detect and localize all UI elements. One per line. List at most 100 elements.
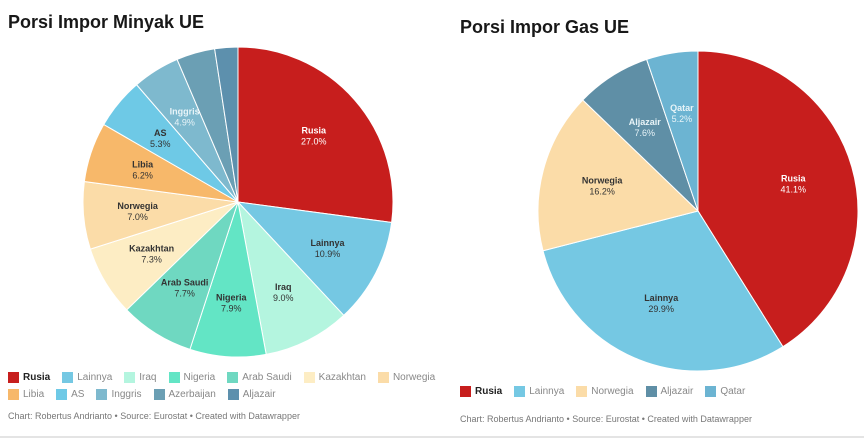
oil-legend-item-aljazair[interactable]: Aljazair (227, 388, 276, 401)
oil-slice-label-lainnya: Lainnya (310, 238, 345, 248)
gas-slice-label-lainnya: Lainnya (644, 293, 679, 303)
oil-legend-swatch-norwegia (377, 372, 389, 383)
gas-legend-label-norwegia: Norwegia (591, 386, 634, 397)
gas-legend: Rusia Lainnya Norwegia Aljazair Qatar (460, 385, 860, 398)
gas-slice-rusia (697, 50, 859, 348)
gas-legend-label-aljazair: Aljazair (660, 386, 694, 397)
oil-slice-label-rusia: Rusia (302, 126, 328, 136)
oil-slice-value-inggris: 4.9% (174, 118, 195, 128)
gas-chart-panel: Porsi Impor Gas UE Rusia 41.1% Lainnya 29.9… (452, 0, 864, 440)
oil-legend-swatch-inggris (96, 389, 108, 400)
oil-legend-swatch-arab-saudi (227, 372, 239, 383)
oil-legend-item-kazakhtan[interactable]: Kazakhtan (303, 371, 366, 384)
oil-legend-swatch-as (56, 389, 68, 400)
gas-slice-label-aljazair: Aljazair (629, 117, 662, 127)
oil-slice-label-as: AS (154, 128, 167, 138)
oil-legend-swatch-lainnya (62, 372, 74, 383)
gas-legend-label-rusia: Rusia (475, 386, 503, 397)
oil-slice-value-as: 5.3% (150, 139, 171, 149)
oil-legend-label-rusia: Rusia (23, 372, 51, 383)
gas-slice-lainnya (542, 210, 784, 372)
oil-slice-lainnya (236, 201, 393, 317)
gas-legend-item-rusia[interactable]: Rusia (460, 385, 502, 398)
gas-legend-swatch-lainnya (514, 386, 526, 397)
oil-slice-label-nigeria: Nigeria (216, 293, 248, 303)
oil-legend-label-aljazair: Aljazair (242, 389, 276, 400)
oil-slice-value-lainnya: 10.9% (315, 249, 341, 259)
gas-legend-item-lainnya[interactable]: Lainnya (514, 385, 564, 398)
oil-legend-swatch-aljazair (227, 389, 239, 400)
oil-legend-item-lainnya[interactable]: Lainnya (62, 371, 112, 384)
oil-legend-label-iraq: Iraq (139, 372, 157, 383)
oil-legend-label-arab-saudi: Arab Saudi (242, 372, 292, 383)
oil-legend-swatch-libia (8, 389, 19, 400)
oil-slice-value-kazakhtan: 7.3% (141, 255, 162, 265)
oil-slice-aljazair (214, 46, 239, 203)
gas-legend-item-aljazair[interactable]: Aljazair (645, 385, 694, 398)
oil-legend-swatch-nigeria (168, 372, 180, 383)
gas-slice-label-norwegia: Norwegia (582, 176, 624, 186)
gas-legend-swatch-qatar (705, 386, 717, 397)
oil-legend-label-inggris: Inggris (111, 389, 142, 400)
oil-legend: Rusia Lainnya Iraq Nigeria Arab Saudi Kazakht… (8, 371, 448, 401)
oil-slice-value-nigeria: 7.9% (221, 304, 242, 314)
oil-legend-item-as[interactable]: AS (56, 388, 84, 401)
oil-slice-label-norwegia: Norwegia (117, 201, 159, 211)
oil-slice-rusia (237, 46, 394, 224)
oil-slice-value-norwegia: 7.0% (127, 212, 148, 222)
oil-legend-swatch-rusia (8, 372, 19, 383)
oil-legend-swatch-kazakhtan (303, 372, 315, 383)
gas-legend-label-lainnya: Lainnya (529, 386, 565, 397)
oil-slice-label-inggris: Inggris (170, 107, 200, 117)
gas-slice-value-aljazair: 7.6% (635, 128, 656, 138)
gas-legend-swatch-aljazair (645, 386, 657, 397)
oil-legend-item-iraq[interactable]: Iraq (124, 371, 157, 384)
oil-slice-label-libia: Libia (132, 160, 154, 170)
oil-slice-value-rusia: 27.0% (301, 137, 327, 147)
bottom-divider (0, 436, 864, 438)
oil-slice-iraq (237, 200, 345, 355)
gas-slice-value-qatar: 5.2% (672, 114, 693, 124)
oil-legend-label-as: AS (71, 389, 85, 400)
oil-legend-label-azerbaijan: Azerbaijan (168, 389, 216, 400)
oil-chart-panel: Porsi Impor Minyak UE Rusia 27.0% Lainnya 1… (8, 12, 435, 421)
oil-legend-item-norwegia[interactable]: Norwegia (377, 371, 436, 384)
oil-slice-value-arab-saudi: 7.7% (174, 289, 195, 299)
gas-chart-footer: Chart: Robertus Andrianto • Source: Euro… (460, 414, 752, 424)
gas-legend-swatch-norwegia (576, 386, 588, 397)
gas-slice-qatar (646, 50, 699, 212)
oil-legend-item-inggris[interactable]: Inggris (96, 388, 142, 401)
oil-slice-label-arab-saudi: Arab Saudi (161, 278, 209, 288)
oil-slice-label-iraq: Iraq (275, 282, 292, 292)
oil-legend-label-libia: Libia (23, 389, 45, 400)
oil-legend-label-kazakhtan: Kazakhtan (318, 372, 366, 383)
gas-slice-value-rusia: 41.1% (781, 185, 807, 195)
oil-legend-item-nigeria[interactable]: Nigeria (168, 371, 216, 384)
gas-chart-title: Porsi Impor Gas UE (460, 17, 630, 37)
oil-legend-item-libia[interactable]: Libia (8, 388, 44, 401)
oil-legend-label-nigeria: Nigeria (183, 372, 216, 383)
gas-slice-value-lainnya: 29.9% (648, 304, 674, 314)
oil-legend-label-lainnya: Lainnya (77, 372, 113, 383)
oil-legend-swatch-azerbaijan (153, 389, 165, 400)
gas-slice-value-norwegia: 16.2% (589, 187, 615, 197)
gas-slice-norwegia (537, 99, 699, 252)
oil-chart-footer: Chart: Robertus Andrianto • Source: Euro… (8, 411, 300, 421)
oil-slice-value-libia: 6.2% (132, 171, 153, 181)
gas-legend-swatch-rusia (460, 386, 471, 397)
oil-legend-item-arab-saudi[interactable]: Arab Saudi (227, 371, 292, 384)
oil-slice-label-kazakhtan: Kazakhtan (129, 244, 174, 254)
gas-slice-label-qatar: Qatar (670, 103, 694, 113)
oil-legend-item-rusia[interactable]: Rusia (8, 371, 50, 384)
gas-legend-item-qatar[interactable]: Qatar (705, 385, 745, 398)
gas-legend-item-norwegia[interactable]: Norwegia (576, 385, 634, 398)
oil-legend-swatch-iraq (124, 372, 136, 383)
oil-chart-title: Porsi Impor Minyak UE (8, 12, 205, 32)
gas-slice-label-rusia: Rusia (781, 174, 807, 184)
oil-legend-label-norwegia: Norwegia (392, 372, 436, 383)
oil-legend-item-azerbaijan[interactable]: Azerbaijan (153, 388, 216, 401)
oil-slice-value-iraq: 9.0% (273, 293, 294, 303)
gas-legend-label-qatar: Qatar (720, 386, 746, 397)
